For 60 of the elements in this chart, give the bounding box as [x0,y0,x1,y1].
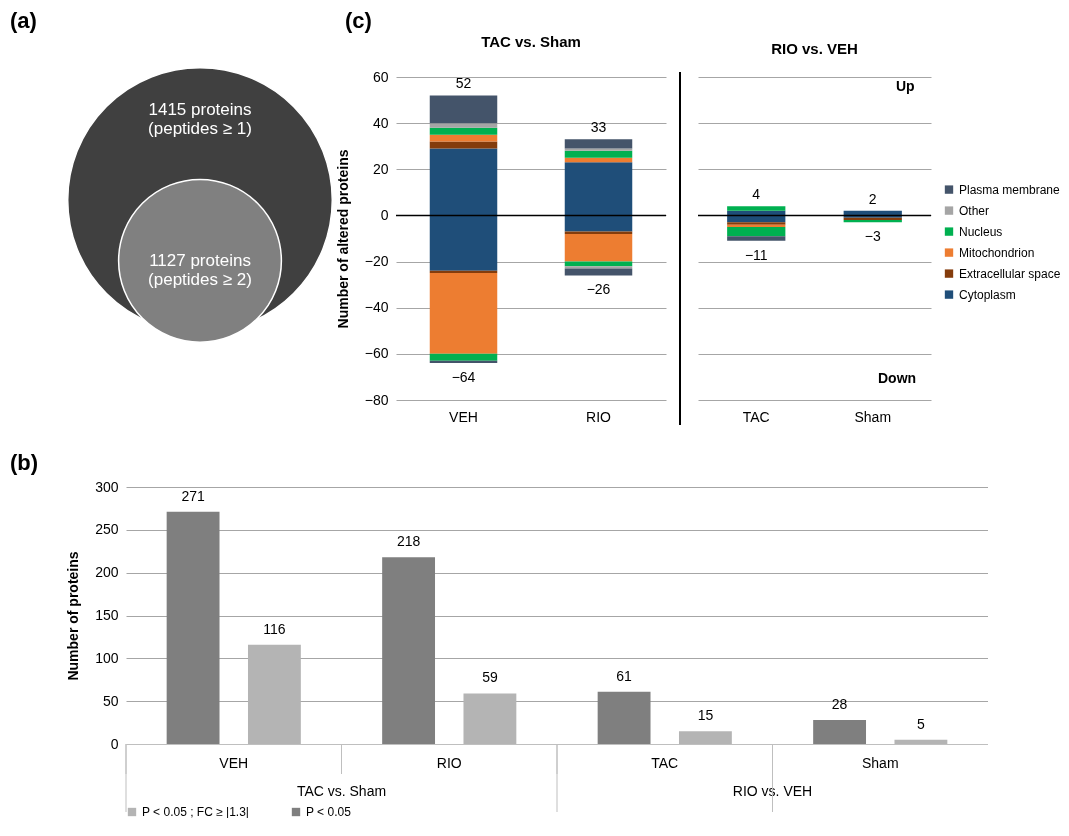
data-label: 116 [263,620,286,637]
y-tick-label: −60 [364,345,389,362]
text: (c) [345,8,372,34]
x-tick-label: Sham [861,754,899,771]
y-tick-label: 50 [102,692,119,709]
data-label: 218 [396,533,421,550]
legend-label: P < 0.05 [306,805,352,819]
y-tick-label: 0 [110,735,119,752]
text: 52 [455,75,472,92]
x-tick-label: RIO [586,408,612,425]
data-label: 61 [616,667,633,684]
y-axis-title: Number of proteins [65,551,82,681]
y-tick-label: 250 [95,521,119,538]
data-label: 15 [697,707,714,724]
text: RIO vs. VEH [732,783,813,799]
annotation: Down [878,370,917,386]
y-tick-label: 0 [380,206,389,223]
y-tick-label: 60 [372,68,389,85]
x-tick-label: TAC [742,408,770,425]
data-label: 5 [917,715,926,732]
text: −11 [744,246,768,263]
y-tick-label: 100 [95,649,119,666]
legend-label: Extracellular space [959,266,1061,281]
text: −3 [864,228,881,245]
data-label: 271 [181,487,205,504]
text: 33 [590,119,607,136]
chart-title: RIO vs. VEH [771,40,858,57]
y-tick-label: 150 [95,607,119,623]
legend-label: Nucleus [959,224,1003,239]
legend-label: P < 0.05 ; FC ≥ |1.3| [142,805,249,819]
legend-label: Other [959,203,990,218]
text: −26 [586,281,611,298]
data-label: 28 [831,696,848,713]
x-tick-label: Sham [854,408,892,425]
annotation: Up [896,78,915,94]
y-tick-label: 300 [95,478,119,495]
text: (a) [10,8,37,34]
text: (b) [10,450,39,476]
x-tick-label: TAC [651,754,679,771]
y-tick-label: −40 [364,299,389,316]
x-tick-label: VEH [219,754,249,771]
category-label: 1127 proteins (peptides ≥ 2) [148,250,252,289]
x-tick-label: RIO [436,754,462,771]
text: 4 [752,186,761,203]
y-tick-label: 20 [372,160,389,177]
legend-label: Mitochondrion [959,245,1035,260]
legend-label: Plasma membrane [959,182,1061,197]
y-tick-label: 200 [95,564,119,581]
y-tick-label: −20 [364,253,389,270]
legend-label: Cytoplasm [959,287,1016,302]
category-label: 1415 proteins (peptides ≥ 1) [148,100,252,139]
y-tick-label: 40 [372,114,389,131]
y-axis-title: Number of altered proteins [334,149,351,329]
y-tick-label: −80 [364,391,389,408]
x-tick-label: VEH [449,408,478,425]
chart-title: TAC vs. Sham [481,33,581,50]
text: 2 [868,190,877,207]
data-label: 59 [482,669,498,686]
text: TAC vs. Sham [296,783,387,799]
text: −64 [451,369,476,386]
